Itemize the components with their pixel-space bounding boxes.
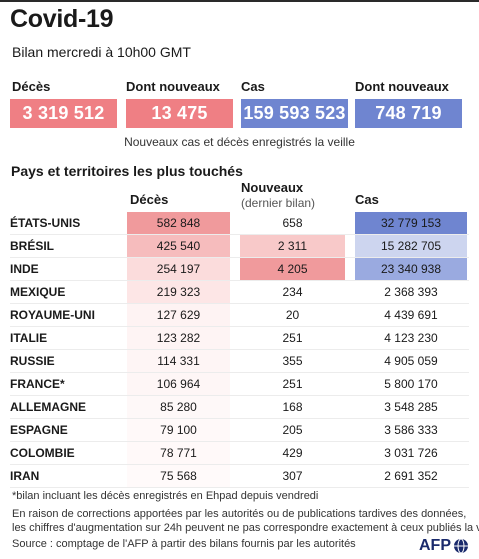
summary-deaths-value: 3 319 512: [10, 99, 117, 128]
table-row: ALLEMAGNE 85 280 168 3 548 285: [0, 396, 479, 419]
summary-cases-value: 159 593 523: [241, 99, 348, 128]
col-header-cases: Cas: [355, 192, 379, 207]
cases-cell: 23 340 938: [355, 258, 467, 280]
row-divider: [10, 487, 469, 488]
row-divider: [10, 464, 469, 465]
footnote-line1: En raison de corrections apportées par l…: [12, 508, 467, 520]
deaths-cell: 254 197: [127, 258, 230, 280]
new-deaths-cell: 355: [240, 350, 345, 372]
deaths-cell: 127 629: [127, 304, 230, 326]
afp-logo: AFP: [419, 537, 469, 555]
col-header-deaths: Décès: [130, 192, 169, 207]
row-divider: [10, 418, 469, 419]
deaths-cell: 75 568: [127, 465, 230, 487]
deaths-cell: 78 771: [127, 442, 230, 464]
table-row: INDE 254 197 4 205 23 340 938: [0, 258, 479, 281]
new-deaths-cell: 20: [240, 304, 345, 326]
row-divider: [10, 349, 469, 350]
country-name: ÉTATS-UNIS: [10, 216, 81, 230]
cases-cell: 4 123 230: [355, 327, 467, 349]
globe-icon: [454, 538, 468, 554]
cases-cell: 5 800 170: [355, 373, 467, 395]
new-deaths-cell: 251: [240, 373, 345, 395]
row-divider: [10, 280, 469, 281]
cases-cell: 4 905 059: [355, 350, 467, 372]
footnote-source: Source : comptage de l'AFP à partir des …: [12, 538, 356, 550]
summary-cases-label: Cas: [241, 79, 265, 94]
new-deaths-cell: 4 205: [240, 258, 345, 280]
country-name: ITALIE: [10, 331, 48, 345]
deaths-cell: 425 540: [127, 235, 230, 257]
country-name: COLOMBIE: [10, 446, 75, 460]
cases-cell: 3 548 285: [355, 396, 467, 418]
row-divider: [10, 441, 469, 442]
footnote-star: *bilan incluant les décès enregistrés en…: [12, 490, 319, 502]
table-row: ESPAGNE 79 100 205 3 586 333: [0, 419, 479, 442]
row-divider: [10, 257, 469, 258]
col-header-new-sub: (dernier bilan): [241, 196, 316, 210]
deaths-cell: 79 100: [127, 419, 230, 441]
new-deaths-cell: 251: [240, 327, 345, 349]
summary-new-cases-label: Dont nouveaux: [355, 79, 449, 94]
summary-new-deaths-label: Dont nouveaux: [126, 79, 220, 94]
row-divider: [10, 395, 469, 396]
summary-new-deaths-value: 13 475: [126, 99, 233, 128]
summary-note: Nouveaux cas et décès enregistrés la vei…: [124, 135, 355, 149]
new-deaths-cell: 429: [240, 442, 345, 464]
table-row: ITALIE 123 282 251 4 123 230: [0, 327, 479, 350]
new-deaths-cell: 2 311: [240, 235, 345, 257]
top-rule: [0, 0, 479, 2]
new-deaths-cell: 205: [240, 419, 345, 441]
country-name: MEXIQUE: [10, 285, 66, 299]
cases-cell: 2 368 393: [355, 281, 467, 303]
deaths-cell: 219 323: [127, 281, 230, 303]
table-row: ÉTATS-UNIS 582 848 658 32 779 153: [0, 212, 479, 235]
table-row: BRÉSIL 425 540 2 311 15 282 705: [0, 235, 479, 258]
country-name: ROYAUME-UNI: [10, 308, 95, 322]
deaths-cell: 582 848: [127, 212, 230, 234]
footnote-line2: les chiffres d'augmentation sur 24h peuv…: [12, 522, 479, 534]
row-divider: [10, 326, 469, 327]
country-name: IRAN: [10, 469, 40, 483]
new-deaths-cell: 658: [240, 212, 345, 234]
cases-cell: 15 282 705: [355, 235, 467, 257]
deaths-cell: 85 280: [127, 396, 230, 418]
table-row: IRAN 75 568 307 2 691 352: [0, 465, 479, 488]
table-row: FRANCE* 106 964 251 5 800 170: [0, 373, 479, 396]
cases-cell: 3 031 726: [355, 442, 467, 464]
deaths-cell: 123 282: [127, 327, 230, 349]
summary-deaths-label: Décès: [12, 79, 51, 94]
row-divider: [10, 372, 469, 373]
page-title: Covid-19: [10, 5, 114, 33]
country-name: BRÉSIL: [10, 239, 55, 253]
cases-cell: 3 586 333: [355, 419, 467, 441]
cases-cell: 32 779 153: [355, 212, 467, 234]
new-deaths-cell: 168: [240, 396, 345, 418]
deaths-cell: 106 964: [127, 373, 230, 395]
country-name: RUSSIE: [10, 354, 55, 368]
afp-logo-text: AFP: [419, 537, 451, 554]
cases-cell: 4 439 691: [355, 304, 467, 326]
cases-cell: 2 691 352: [355, 465, 467, 487]
new-deaths-cell: 307: [240, 465, 345, 487]
table-row: ROYAUME-UNI 127 629 20 4 439 691: [0, 304, 479, 327]
new-deaths-cell: 234: [240, 281, 345, 303]
table-row: MEXIQUE 219 323 234 2 368 393: [0, 281, 479, 304]
table-row: COLOMBIE 78 771 429 3 031 726: [0, 442, 479, 465]
col-header-new: Nouveaux: [241, 180, 304, 195]
summary-new-cases-value: 748 719: [355, 99, 462, 128]
country-name: INDE: [10, 262, 39, 276]
country-name: FRANCE*: [10, 377, 65, 391]
page-subtitle: Bilan mercredi à 10h00 GMT: [12, 44, 191, 60]
deaths-cell: 114 331: [127, 350, 230, 372]
section-title: Pays et territoires les plus touchés: [11, 163, 243, 179]
row-divider: [10, 234, 469, 235]
country-name: ESPAGNE: [10, 423, 68, 437]
table-row: RUSSIE 114 331 355 4 905 059: [0, 350, 479, 373]
row-divider: [10, 303, 469, 304]
country-name: ALLEMAGNE: [10, 400, 86, 414]
